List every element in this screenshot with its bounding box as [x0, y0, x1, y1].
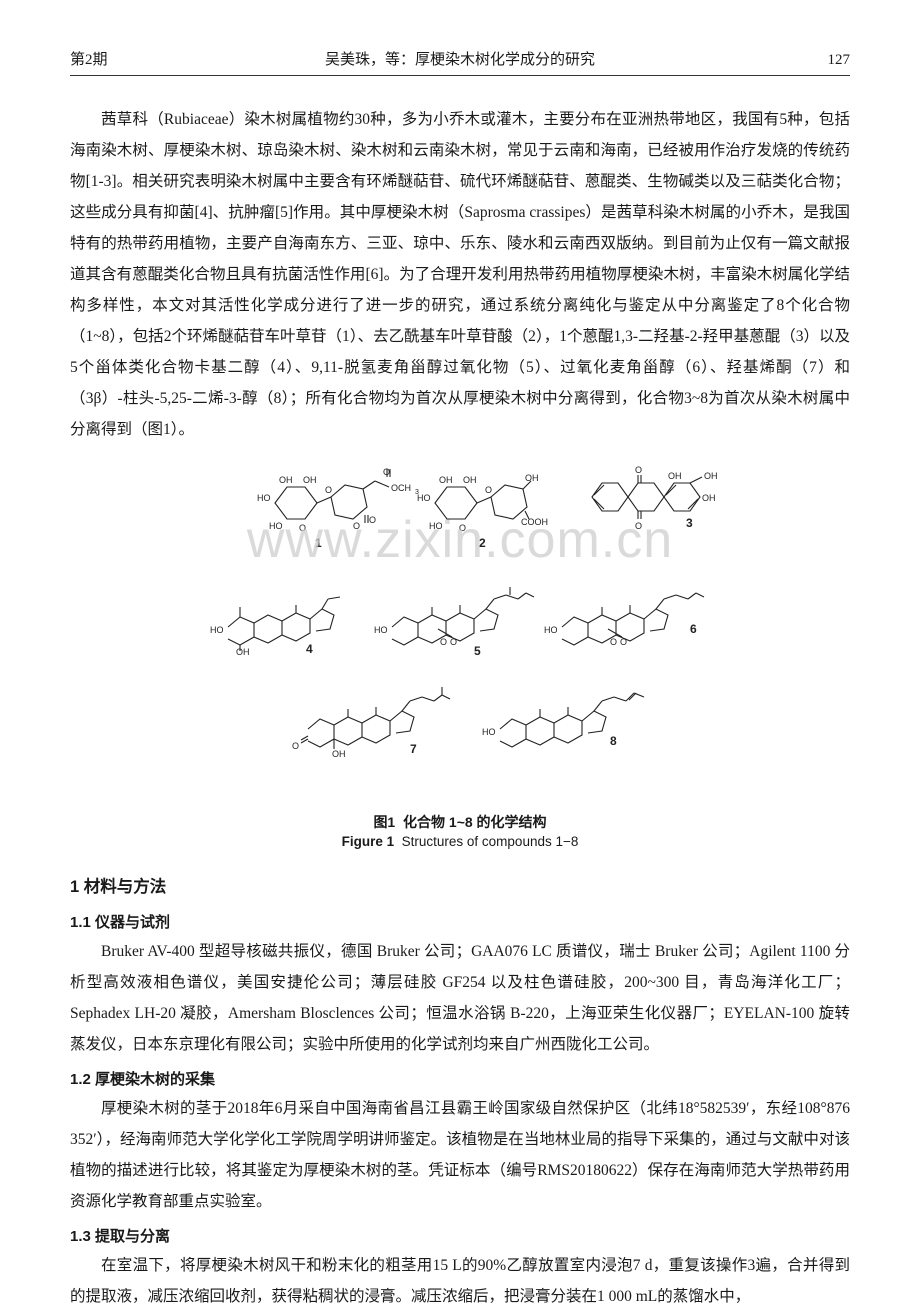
svg-text:O: O [440, 637, 447, 647]
svg-text:O: O [635, 465, 642, 475]
figure-caption-en-text: Structures of compounds 1−8 [402, 834, 579, 849]
svg-text:O: O [369, 515, 376, 525]
svg-text:HO: HO [374, 625, 388, 635]
chemical-structures-svg: HO OH OH HO O O O O O OCH 3 1 HO [200, 465, 720, 800]
figure-1: HO OH OH HO O O O O O OCH 3 1 HO [70, 465, 850, 849]
section-1-3-text: 在室温下，将厚梗染木树风干和粉末化的粗茎用15 L的90%乙醇放置室内浸泡7 d… [70, 1250, 850, 1312]
svg-text:COOH: COOH [521, 517, 548, 527]
svg-text:OH: OH [303, 475, 317, 485]
compound-label-6: 6 [690, 622, 697, 636]
intro-paragraph: 茜草科（Rubiaceae）染木树属植物约30种，多为小乔木或灌木，主要分布在亚… [70, 104, 850, 445]
figure-caption-en-prefix: Figure 1 [342, 834, 395, 849]
figure-caption-cn-text: 化合物 1~8 的化学结构 [403, 814, 547, 830]
figure-caption-cn-prefix: 图1 [373, 814, 395, 830]
svg-text:O: O [292, 741, 299, 751]
compound-label-3: 3 [686, 516, 693, 530]
svg-text:OH: OH [332, 749, 346, 759]
page-number: 127 [760, 52, 850, 69]
compound-label-7: 7 [410, 742, 417, 756]
svg-text:OH: OH [702, 493, 716, 503]
section-1-3-heading: 1.3 提取与分离 [70, 1225, 850, 1246]
figure-caption-en: Figure 1 Structures of compounds 1−8 [70, 834, 850, 849]
svg-text:HO: HO [417, 493, 431, 503]
running-header: 第2期 吴美珠，等：厚梗染木树化学成分的研究 127 [70, 48, 850, 76]
svg-text:HO: HO [482, 727, 496, 737]
svg-text:HO: HO [429, 521, 443, 531]
svg-text:O: O [635, 521, 642, 531]
svg-text:O: O [325, 485, 332, 495]
svg-text:OH: OH [704, 471, 718, 481]
section-1-2-text: 厚梗染木树的茎于2018年6月采自中国海南省昌江县霸王岭国家级自然保护区（北纬1… [70, 1093, 850, 1217]
compound-label-2: 2 [479, 536, 486, 550]
svg-text:HO: HO [257, 493, 271, 503]
svg-text:OH: OH [279, 475, 293, 485]
section-1-1-heading: 1.1 仪器与试剂 [70, 911, 850, 932]
svg-text:O: O [485, 485, 492, 495]
issue-label: 第2期 [70, 48, 160, 69]
section-1-2-heading: 1.2 厚梗染木树的采集 [70, 1068, 850, 1089]
svg-text:O: O [610, 637, 617, 647]
svg-text:OH: OH [439, 475, 453, 485]
svg-text:HO: HO [544, 625, 558, 635]
compound-label-1: 1 [315, 536, 322, 550]
svg-text:OH: OH [668, 471, 682, 481]
svg-text:OH: OH [236, 647, 250, 657]
compound-label-4: 4 [306, 642, 313, 656]
svg-text:O: O [450, 637, 457, 647]
running-head: 吴美珠，等：厚梗染木树化学成分的研究 [160, 48, 760, 69]
svg-text:HO: HO [269, 521, 283, 531]
section-1-heading: 1 材料与方法 [70, 873, 850, 897]
svg-text:OH: OH [463, 475, 477, 485]
svg-text:OCH: OCH [391, 483, 411, 493]
svg-text:HO: HO [210, 625, 224, 635]
svg-text:O: O [299, 523, 306, 533]
svg-text:O: O [459, 523, 466, 533]
compound-label-5: 5 [474, 644, 481, 658]
svg-text:O: O [353, 521, 360, 531]
section-1-1-text: Bruker AV-400 型超导核磁共振仪，德国 Bruker 公司；GAA0… [70, 936, 850, 1060]
compound-label-8: 8 [610, 734, 617, 748]
svg-text:O: O [620, 637, 627, 647]
figure-caption-cn: 图1 化合物 1~8 的化学结构 [70, 812, 850, 832]
svg-text:OH: OH [525, 473, 539, 483]
